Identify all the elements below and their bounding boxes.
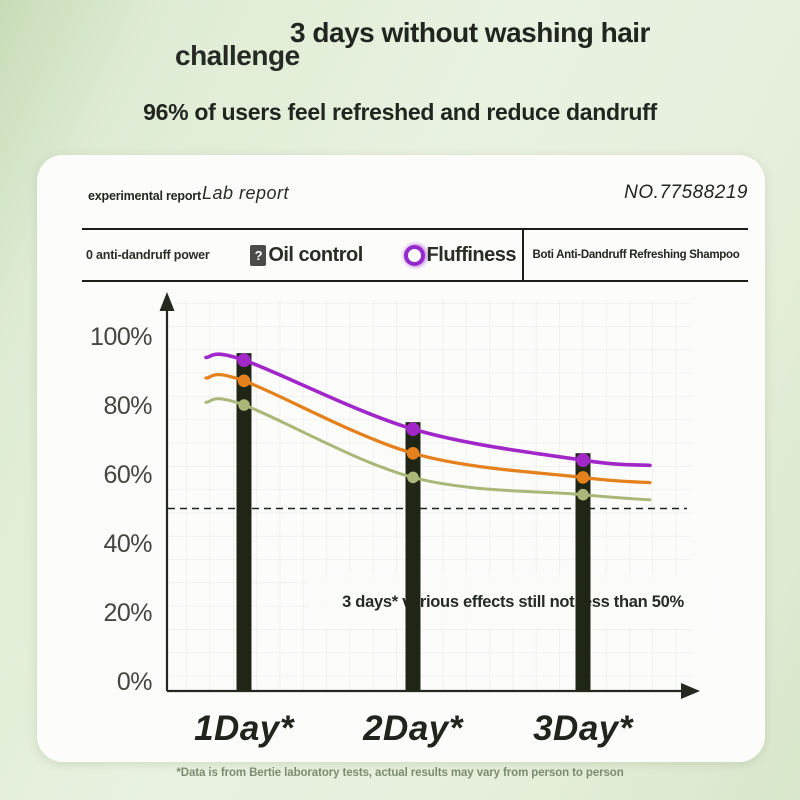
footnote: *Data is from Bertie laboratory tests, a…	[176, 767, 624, 779]
line-chart: 3 days* various effects still not less t…	[90, 292, 712, 748]
bar-day-2	[405, 422, 421, 691]
x-axis-arrow	[681, 683, 700, 699]
y-tick-0: 0%	[117, 668, 152, 696]
bar-day-1	[236, 353, 252, 691]
report-card: experimental report Lab report NO.775882…	[37, 155, 765, 762]
page-title: 3 days without washing hair	[290, 17, 650, 48]
x-label-1: 1Day*	[194, 709, 295, 748]
product-name: Boti Anti-Dandruff Refreshing Shampoo	[522, 230, 748, 280]
y-tick-80: 80%	[103, 392, 152, 420]
y-tick-100: 100%	[90, 323, 152, 351]
legend-item-oil-control: ? Oil control	[250, 244, 363, 267]
y-tick-40: 40%	[103, 530, 152, 558]
point-fluffiness-day-2	[406, 422, 420, 436]
report-header: experimental report Lab report NO.775882…	[82, 181, 748, 215]
annotation-band	[310, 574, 712, 628]
point-anti-dandruff-power-day-2	[407, 471, 419, 484]
missing-glyph-icon: ?	[250, 244, 267, 266]
x-label-3: 3Day*	[533, 709, 634, 748]
y-tick-60: 60%	[103, 461, 152, 489]
point-oil-control-day-3	[576, 471, 590, 484]
point-anti-dandruff-power-day-3	[577, 488, 589, 501]
point-oil-control-day-2	[406, 447, 420, 460]
purple-ring-icon	[403, 244, 425, 266]
legend-label-oil-control: Oil control	[268, 243, 363, 266]
page-subtitle: 96% of users feel refreshed and reduce d…	[143, 99, 657, 125]
report-label: experimental report	[88, 189, 201, 203]
legend-label-anti-dandruff: 0 anti-dandruff power	[86, 248, 210, 262]
legend-item-fluffiness: Fluffiness	[403, 243, 517, 267]
legend-item-anti-dandruff: 0 anti-dandruff power	[86, 248, 210, 262]
report-name: Lab report	[202, 183, 290, 203]
chart-legend: 0 anti-dandruff power ? Oil control Fluf…	[82, 228, 748, 282]
y-axis-arrow	[159, 292, 175, 311]
point-anti-dandruff-power-day-1	[238, 399, 250, 411]
legend-items: 0 anti-dandruff power ? Oil control Fluf…	[82, 230, 522, 280]
legend-label-fluffiness: Fluffiness	[426, 243, 517, 266]
point-fluffiness-day-1	[237, 353, 251, 367]
bar-day-3	[575, 453, 591, 691]
report-number: NO.77588219	[624, 182, 748, 203]
x-label-2: 2Day*	[362, 709, 464, 748]
point-oil-control-day-1	[237, 374, 251, 388]
challenge-label: challenge	[175, 40, 300, 71]
chart-annotation: 3 days* various effects still not less t…	[342, 593, 684, 611]
y-tick-20: 20%	[103, 599, 152, 627]
point-fluffiness-day-3	[576, 453, 590, 468]
